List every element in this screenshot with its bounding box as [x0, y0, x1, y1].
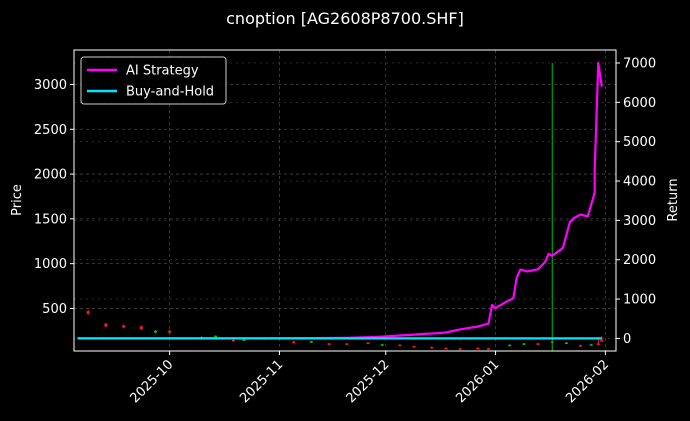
- chart-title: cnoption [AG2608P8700.SHF]: [226, 9, 464, 28]
- price-candle: [412, 345, 416, 348]
- candle-body: [104, 323, 108, 327]
- price-candle: [430, 346, 434, 349]
- price-candle: [327, 342, 331, 345]
- candle-body: [168, 330, 172, 333]
- candle-body: [579, 345, 583, 347]
- price-candle: [380, 343, 384, 346]
- price-candle: [292, 340, 296, 344]
- y-tick-label-left: 1500: [34, 212, 67, 227]
- y-tick-label-right: 5000: [623, 135, 656, 150]
- y-tick-label-right: 2000: [623, 253, 656, 268]
- plot-frame: [73, 49, 617, 352]
- price-candle: [86, 310, 90, 315]
- price-candle: [345, 342, 349, 345]
- candle-body: [380, 344, 384, 346]
- price-candle: [486, 347, 490, 350]
- candle-body: [214, 335, 218, 338]
- y-tick-label-right: 0: [623, 332, 631, 347]
- candle-body: [398, 344, 402, 347]
- candle-body: [486, 348, 490, 350]
- price-candle: [122, 324, 126, 329]
- y-tick-label-right: 1000: [623, 293, 656, 308]
- return-series: [77, 61, 603, 340]
- candle-body: [589, 344, 593, 346]
- candle-body: [309, 341, 313, 343]
- legend: AI Strategy Buy-and-Hold: [80, 56, 227, 105]
- candle-body: [412, 346, 416, 348]
- y-tick-label-left: 500: [42, 302, 67, 317]
- candle-body: [458, 348, 462, 350]
- price-candle: [366, 342, 370, 344]
- candle-body: [508, 344, 512, 347]
- candle-body: [139, 326, 143, 330]
- y-tick-label-left: 2000: [34, 168, 67, 183]
- y-axis-label-right: Return: [666, 178, 681, 221]
- x-tick-label: 2025-12: [344, 357, 393, 406]
- price-candle: [168, 329, 172, 334]
- price-candles: [86, 310, 604, 350]
- price-candle: [476, 347, 480, 350]
- candle-body: [292, 341, 296, 344]
- candle-body: [366, 342, 370, 344]
- price-candle: [508, 344, 512, 347]
- candle-body: [345, 343, 349, 345]
- candle-body: [122, 325, 126, 328]
- price-candle: [600, 336, 604, 343]
- legend-label: Buy-and-Hold: [126, 85, 214, 100]
- candle-body: [476, 347, 480, 350]
- y-tick-label-left: 3000: [34, 78, 67, 93]
- y-tick-label-right: 6000: [623, 96, 656, 111]
- x-tick-label: 2026-02: [563, 357, 612, 406]
- price-candle: [309, 340, 313, 343]
- y-axis-label-left: Price: [10, 184, 25, 216]
- candle-body: [522, 343, 526, 345]
- price-candle: [458, 347, 462, 350]
- x-tick-label: 2026-01: [453, 357, 502, 406]
- x-tick-label: 2025-11: [237, 357, 286, 406]
- candle-body: [596, 343, 600, 345]
- legend-box: [80, 56, 227, 105]
- strategy-line: [77, 61, 603, 340]
- candle-body: [86, 311, 90, 314]
- price-candle: [153, 329, 157, 334]
- y-tick-label-right: 7000: [623, 56, 656, 71]
- price-candle: [536, 342, 540, 345]
- candle-body: [536, 343, 540, 345]
- y-tick-label-left: 2500: [34, 123, 67, 138]
- y-tick-label-left: 1000: [34, 257, 67, 272]
- candle-body: [430, 346, 434, 349]
- y-tick-label-right: 3000: [623, 214, 656, 229]
- candle-body: [231, 339, 235, 342]
- price-candle: [444, 347, 448, 350]
- candle-body: [242, 339, 246, 341]
- candle-body: [444, 347, 448, 350]
- price-candle: [589, 343, 593, 346]
- price-candle: [398, 344, 402, 347]
- y-tick-label-right: 4000: [623, 175, 656, 190]
- price-candle: [579, 344, 583, 347]
- candle-body: [600, 339, 604, 342]
- price-candle: [104, 322, 108, 328]
- legend-label: AI Strategy: [126, 64, 199, 79]
- price-candle: [564, 342, 568, 344]
- candle-body: [564, 342, 568, 344]
- price-candle: [522, 342, 526, 345]
- price-candle: [139, 325, 143, 330]
- x-tick-label: 2025-10: [127, 357, 176, 406]
- candle-body: [327, 343, 331, 345]
- candle-body: [153, 330, 157, 333]
